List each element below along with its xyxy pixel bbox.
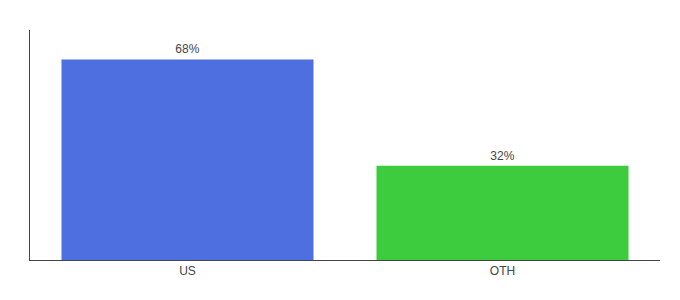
svg-text:OTH: OTH (490, 264, 515, 278)
svg-text:US: US (179, 264, 196, 278)
svg-text:32%: 32% (490, 149, 514, 163)
svg-text:68%: 68% (175, 42, 199, 56)
